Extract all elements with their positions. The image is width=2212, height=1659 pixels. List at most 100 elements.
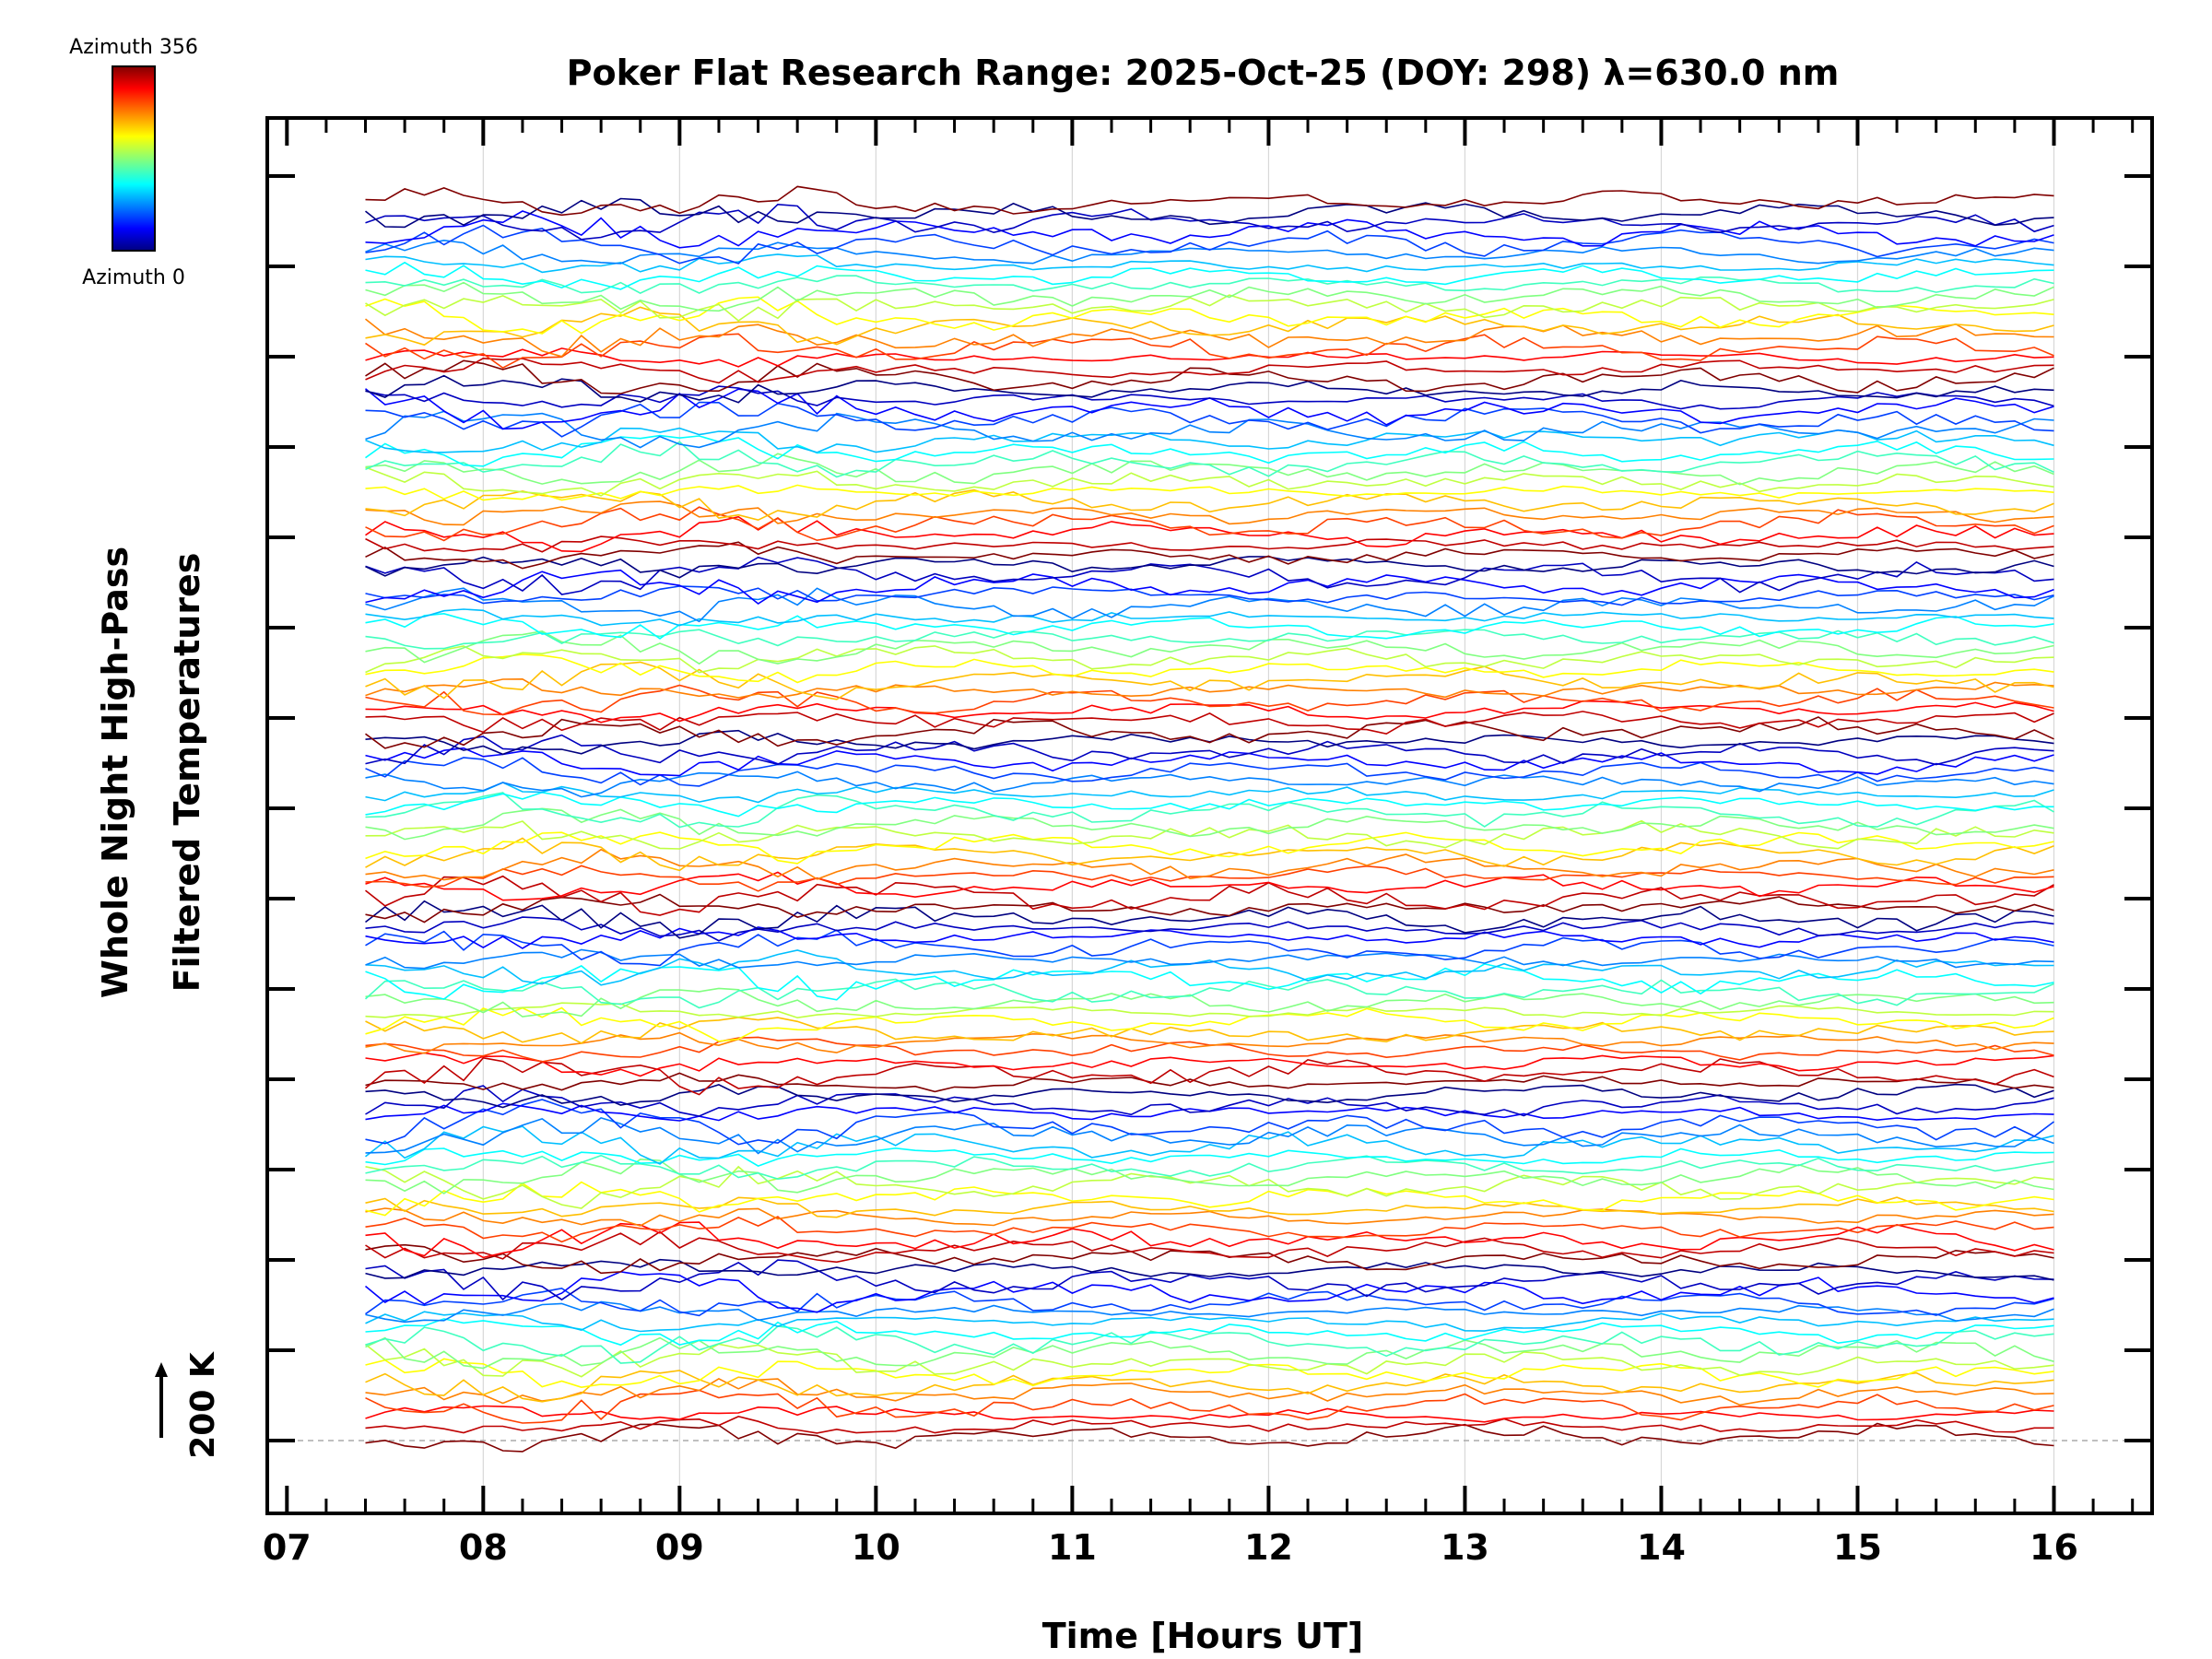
series-line-77 bbox=[365, 629, 2054, 665]
series-line-58 bbox=[365, 831, 2054, 865]
series-line-85 bbox=[365, 556, 2054, 579]
grid bbox=[267, 118, 2152, 1513]
series-line-120 bbox=[365, 185, 2054, 217]
series-line-38 bbox=[365, 1036, 2054, 1063]
series-line-36 bbox=[364, 1056, 2054, 1096]
y-axis-label-line2: Filtered Temperatures bbox=[167, 553, 207, 993]
series-line-110 bbox=[365, 294, 2054, 322]
series-line-98 bbox=[365, 410, 2054, 449]
series-line-109 bbox=[365, 296, 2054, 335]
series-line-90 bbox=[365, 500, 2054, 526]
series-line-48 bbox=[365, 929, 2054, 967]
series-line-14 bbox=[365, 1287, 2054, 1317]
series-line-51 bbox=[365, 900, 2054, 939]
series-line-25 bbox=[365, 1165, 2054, 1209]
series-line-74 bbox=[365, 661, 2054, 700]
series-line-61 bbox=[365, 792, 2054, 829]
series-line-13 bbox=[365, 1300, 2054, 1324]
series-line-15 bbox=[364, 1270, 2054, 1313]
series-line-73 bbox=[365, 677, 2054, 699]
series-line-23 bbox=[365, 1196, 2054, 1218]
x-tick-label-10: 10 bbox=[852, 1527, 900, 1568]
series-line-79 bbox=[365, 612, 2054, 640]
series-line-55 bbox=[365, 865, 2054, 892]
x-tick-label-11: 11 bbox=[1048, 1527, 1097, 1568]
series-line-2 bbox=[365, 1416, 2054, 1434]
series-line-42 bbox=[365, 1002, 2054, 1019]
scale-indicator: 200 K bbox=[155, 1351, 222, 1459]
series-line-8 bbox=[365, 1343, 2054, 1378]
colorbar: Azimuth 356 Azimuth 0 bbox=[69, 36, 198, 289]
x-tick-label-16: 16 bbox=[2030, 1527, 2078, 1568]
x-tick-label-14: 14 bbox=[1637, 1527, 1686, 1568]
series-line-5 bbox=[365, 1377, 2054, 1406]
series-line-63 bbox=[365, 782, 2054, 804]
series-line-112 bbox=[365, 275, 2054, 294]
series-line-82 bbox=[365, 585, 2054, 606]
series-line-99 bbox=[365, 401, 2054, 438]
series-line-84 bbox=[365, 556, 2054, 595]
x-tick-label-09: 09 bbox=[655, 1527, 704, 1568]
series-line-88 bbox=[365, 515, 2054, 553]
series-line-105 bbox=[365, 347, 2054, 368]
series-line-49 bbox=[365, 926, 2054, 949]
series-line-3 bbox=[365, 1405, 2054, 1423]
series-line-46 bbox=[365, 949, 2054, 986]
series-line-43 bbox=[365, 987, 2054, 1018]
series-line-4 bbox=[365, 1389, 2054, 1424]
series-group bbox=[364, 185, 2054, 1453]
series-line-70 bbox=[365, 711, 2054, 735]
series-line-65 bbox=[365, 757, 2054, 787]
series-line-93 bbox=[365, 466, 2054, 497]
series-line-92 bbox=[365, 484, 2054, 501]
series-line-10 bbox=[365, 1325, 2054, 1364]
scale-label: 200 K bbox=[184, 1351, 222, 1459]
series-line-69 bbox=[365, 716, 2054, 749]
series-line-71 bbox=[365, 700, 2054, 724]
y-axis-label-line1: Whole Night High-Pass bbox=[95, 547, 135, 998]
series-line-96 bbox=[365, 434, 2054, 467]
series-line-30 bbox=[365, 1117, 2054, 1155]
series-line-78 bbox=[365, 629, 2054, 650]
series-line-102 bbox=[365, 374, 2054, 404]
series-line-106 bbox=[365, 333, 2054, 370]
series-line-54 bbox=[365, 871, 2054, 901]
series-line-111 bbox=[365, 281, 2054, 312]
series-line-119 bbox=[365, 197, 2054, 229]
series-line-87 bbox=[365, 535, 2054, 553]
x-tick-label-13: 13 bbox=[1441, 1527, 1489, 1568]
series-line-18 bbox=[365, 1243, 2054, 1275]
series-line-114 bbox=[365, 253, 2054, 274]
series-line-32 bbox=[365, 1102, 2054, 1122]
series-line-80 bbox=[365, 608, 2054, 627]
series-line-83 bbox=[365, 569, 2054, 605]
series-line-27 bbox=[365, 1154, 2054, 1181]
series-line-33 bbox=[365, 1085, 2054, 1117]
series-line-76 bbox=[365, 645, 2054, 674]
colorbar-bottom-label: Azimuth 0 bbox=[82, 266, 185, 289]
series-line-57 bbox=[365, 837, 2054, 872]
series-line-103 bbox=[365, 359, 2054, 394]
series-line-24 bbox=[365, 1181, 2054, 1217]
series-line-35 bbox=[365, 1072, 2054, 1093]
x-axis-label: Time [Hours UT] bbox=[1042, 1616, 1364, 1656]
series-line-97 bbox=[365, 427, 2054, 453]
series-line-41 bbox=[365, 1006, 2054, 1042]
series-line-94 bbox=[365, 453, 2054, 486]
series-line-115 bbox=[365, 239, 2054, 265]
series-line-108 bbox=[365, 306, 2054, 347]
series-line-20 bbox=[365, 1221, 2054, 1259]
series-line-72 bbox=[365, 684, 2054, 716]
series-line-19 bbox=[365, 1230, 2054, 1264]
series-line-17 bbox=[365, 1258, 2054, 1281]
series-line-100 bbox=[364, 388, 2054, 430]
series-line-26 bbox=[365, 1158, 2054, 1194]
series-line-113 bbox=[365, 261, 2054, 290]
series-line-28 bbox=[365, 1147, 2054, 1167]
series-line-53 bbox=[365, 875, 2054, 916]
series-line-21 bbox=[365, 1216, 2054, 1243]
series-line-44 bbox=[364, 978, 2054, 1009]
series-line-39 bbox=[365, 1031, 2054, 1054]
series-line-75 bbox=[365, 653, 2054, 684]
